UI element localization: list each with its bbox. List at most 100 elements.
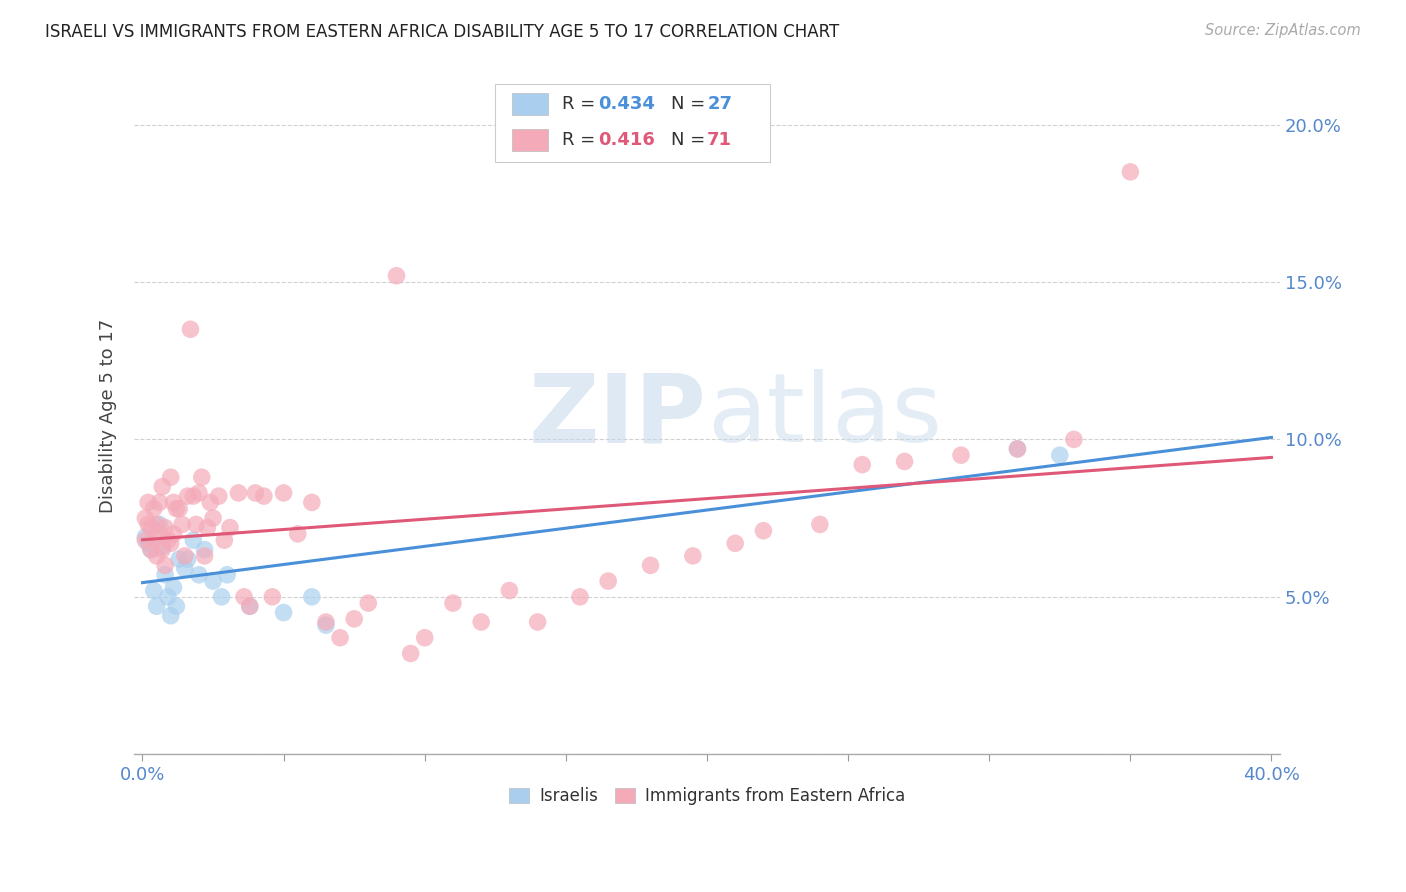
Point	[200, 495, 222, 509]
Point	[245, 486, 267, 500]
Point	[148, 527, 170, 541]
Point	[1049, 448, 1071, 462]
Point	[150, 480, 173, 494]
Point	[162, 495, 184, 509]
Point	[287, 527, 309, 541]
Point	[211, 590, 233, 604]
Point	[139, 542, 162, 557]
Point	[808, 517, 831, 532]
Point	[219, 520, 242, 534]
Point	[162, 527, 184, 541]
Text: 71: 71	[707, 131, 733, 149]
Legend: Israelis, Immigrants from Eastern Africa: Israelis, Immigrants from Eastern Africa	[501, 779, 914, 814]
Point	[153, 558, 176, 573]
Point	[233, 590, 256, 604]
Point	[159, 470, 181, 484]
Point	[329, 631, 352, 645]
Point	[598, 574, 620, 588]
Point	[273, 486, 295, 500]
Point	[162, 580, 184, 594]
Point	[187, 567, 209, 582]
Point	[176, 552, 198, 566]
Text: Source: ZipAtlas.com: Source: ZipAtlas.com	[1205, 23, 1361, 38]
Point	[165, 599, 187, 614]
Point	[145, 549, 167, 563]
Point	[202, 574, 225, 588]
Point	[682, 549, 704, 563]
Point	[181, 533, 204, 548]
FancyBboxPatch shape	[512, 93, 548, 114]
Point	[228, 486, 250, 500]
Point	[142, 583, 165, 598]
Point	[526, 615, 548, 629]
Point	[568, 590, 591, 604]
Point	[179, 322, 201, 336]
Point	[145, 599, 167, 614]
Point	[385, 268, 408, 283]
Point	[301, 590, 323, 604]
Text: R =: R =	[561, 131, 600, 149]
Point	[640, 558, 662, 573]
Point	[156, 590, 179, 604]
Point	[851, 458, 873, 472]
Point	[156, 533, 179, 548]
Point	[208, 489, 231, 503]
Point	[134, 511, 156, 525]
Point	[343, 612, 366, 626]
Text: R =: R =	[561, 95, 600, 112]
Point	[301, 495, 323, 509]
Point	[752, 524, 775, 538]
Point	[191, 470, 214, 484]
Point	[470, 615, 492, 629]
Point	[159, 608, 181, 623]
Point	[498, 583, 520, 598]
Text: ZIP: ZIP	[529, 369, 707, 462]
Point	[136, 536, 159, 550]
Point	[1119, 165, 1142, 179]
Text: 0.416: 0.416	[599, 131, 655, 149]
Point	[142, 533, 165, 548]
Point	[134, 530, 156, 544]
Point	[202, 511, 225, 525]
Point	[181, 489, 204, 503]
Point	[165, 501, 187, 516]
Text: N =: N =	[671, 131, 710, 149]
Point	[173, 549, 195, 563]
Point	[441, 596, 464, 610]
Point	[949, 448, 972, 462]
Point	[150, 540, 173, 554]
Text: atlas: atlas	[707, 369, 942, 462]
Point	[357, 596, 380, 610]
Point	[273, 606, 295, 620]
Point	[176, 489, 198, 503]
Point	[187, 486, 209, 500]
Point	[142, 501, 165, 516]
Point	[148, 495, 170, 509]
Point	[413, 631, 436, 645]
Point	[315, 618, 337, 632]
Text: 0.434: 0.434	[599, 95, 655, 112]
Point	[148, 517, 170, 532]
Point	[893, 454, 915, 468]
Point	[139, 520, 162, 534]
Point	[153, 520, 176, 534]
Point	[262, 590, 284, 604]
Point	[136, 495, 159, 509]
Point	[239, 599, 262, 614]
Point	[134, 533, 156, 548]
Point	[399, 647, 422, 661]
Point	[253, 489, 276, 503]
Point	[1007, 442, 1029, 456]
Point	[139, 542, 162, 557]
Point	[1063, 433, 1085, 447]
Point	[194, 542, 217, 557]
Point	[1007, 442, 1029, 456]
Point	[184, 517, 207, 532]
FancyBboxPatch shape	[495, 84, 770, 162]
Point	[197, 520, 219, 534]
Text: ISRAELI VS IMMIGRANTS FROM EASTERN AFRICA DISABILITY AGE 5 TO 17 CORRELATION CHA: ISRAELI VS IMMIGRANTS FROM EASTERN AFRIC…	[45, 23, 839, 41]
Point	[724, 536, 747, 550]
Point	[145, 517, 167, 532]
Y-axis label: Disability Age 5 to 17: Disability Age 5 to 17	[100, 318, 117, 513]
Text: N =: N =	[671, 95, 710, 112]
